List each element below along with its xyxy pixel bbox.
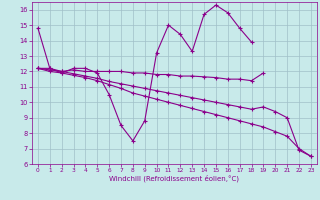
X-axis label: Windchill (Refroidissement éolien,°C): Windchill (Refroidissement éolien,°C) [109, 175, 239, 182]
